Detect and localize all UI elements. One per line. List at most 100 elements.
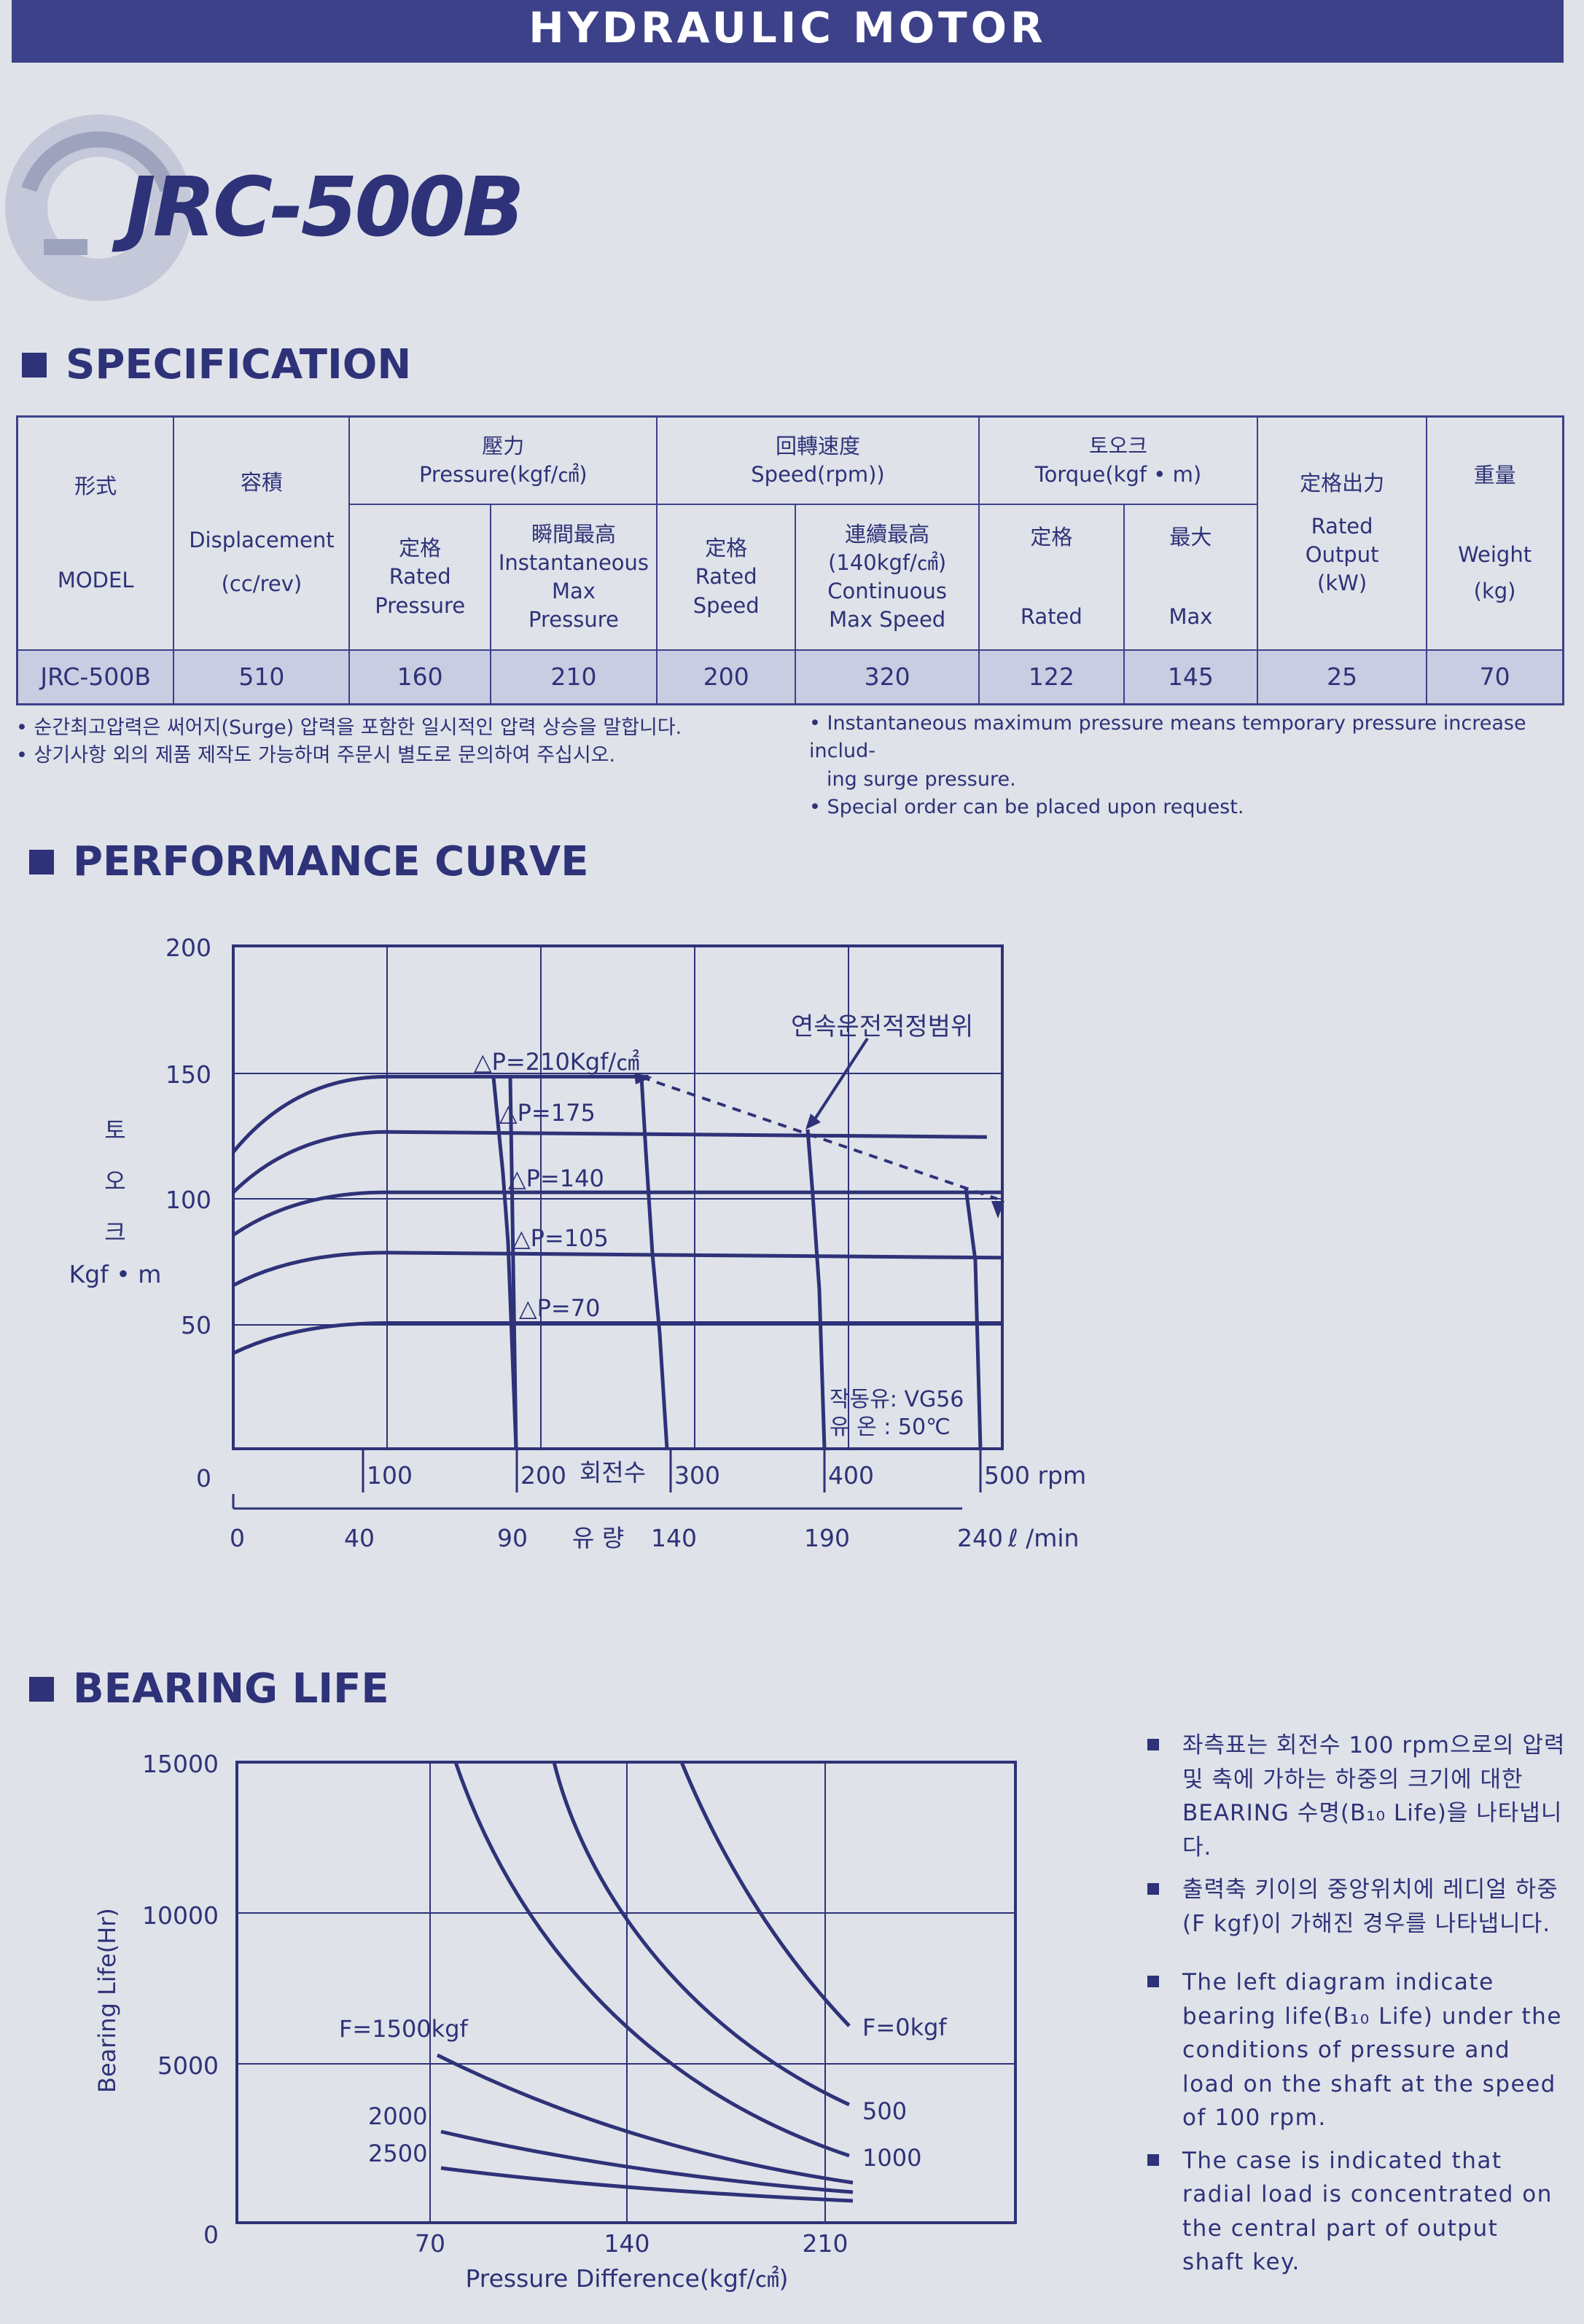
bearing-note: The left diagram indicate bearing life(B… bbox=[1144, 1965, 1567, 2135]
bullet-square-icon bbox=[22, 352, 47, 377]
curve-f500 bbox=[552, 1761, 851, 2107]
rpm-tick: 100 bbox=[367, 1461, 413, 1490]
header-continuous-speed: 連續最高 (140kgf/㎠) Continuous Max Speed bbox=[795, 504, 980, 651]
curve-label: 1000 bbox=[862, 2144, 921, 2172]
x-tick: 210 bbox=[803, 2229, 848, 2258]
cell-rated-speed: 200 bbox=[656, 649, 797, 705]
bearing-note: 좌측표는 회전수 100 rpm으로의 압력 및 축에 가하는 하중의 크기에 … bbox=[1144, 1729, 1567, 1864]
curve-label: 2000 bbox=[368, 2102, 427, 2130]
bearing-curves bbox=[436, 1761, 854, 2203]
notes-korean: • 순간최고압력은 써어지(Surge) 압력을 포함한 일시적인 압력 상승을… bbox=[16, 714, 682, 770]
cell-displacement: 510 bbox=[173, 649, 351, 705]
bullet-square-icon bbox=[29, 1676, 54, 1702]
series-line-2 bbox=[232, 1190, 1002, 1237]
curve-label: △P=70 bbox=[519, 1294, 600, 1322]
header-weight: 重量 Weight (kg) bbox=[1426, 415, 1564, 651]
series-line-0 bbox=[232, 1074, 649, 1154]
cell-inst-pressure: 210 bbox=[489, 649, 658, 705]
y-label: Bearing Life(Hr) bbox=[93, 1908, 121, 2093]
note-line: • Instantaneous maximum pressure means t… bbox=[809, 712, 1526, 763]
flow-tick: 190 bbox=[804, 1524, 850, 1552]
header-displacement: 容積 Displacement (cc/rev) bbox=[173, 415, 351, 651]
rpm-label: 회전수 bbox=[580, 1458, 646, 1487]
model-title: JRC-500B bbox=[125, 160, 525, 255]
y-tick: 15000 bbox=[142, 1750, 219, 1778]
header-rated-torque: 定格 Rated bbox=[978, 504, 1125, 651]
x-tick: 140 bbox=[604, 2229, 650, 2258]
y-tick: 5000 bbox=[157, 2051, 219, 2080]
brand-logo-icon bbox=[5, 114, 192, 301]
cell-output: 25 bbox=[1257, 649, 1428, 705]
curve-f1500 bbox=[436, 2053, 854, 2185]
curve-label: △P=105 bbox=[512, 1224, 609, 1252]
rpm-tick: 300 bbox=[674, 1461, 720, 1490]
x-label: Pressure Difference(kgf/㎠) bbox=[465, 2264, 788, 2293]
series-line-4 bbox=[232, 1321, 1002, 1355]
curve-f0 bbox=[679, 1761, 851, 2027]
y-label-char: 크 bbox=[104, 1218, 125, 1246]
section-title-text: BEARING LIFE bbox=[73, 1665, 389, 1713]
cell-rated-torque: 122 bbox=[978, 649, 1125, 705]
bullet-square-icon bbox=[29, 849, 54, 875]
rpm-tick: 400 bbox=[828, 1461, 874, 1490]
cell-cont-speed: 320 bbox=[795, 649, 980, 705]
y-tick: 100 bbox=[165, 1186, 211, 1214]
curve-label: △P=140 bbox=[508, 1165, 604, 1192]
cell-rated-pressure: 160 bbox=[348, 649, 491, 705]
section-title-text: SPECIFICATION bbox=[66, 341, 412, 388]
curve-label: F=1500kgf bbox=[339, 2015, 469, 2043]
oil-label: 작동유: VG56 bbox=[830, 1387, 964, 1412]
y-tick: 50 bbox=[181, 1311, 211, 1339]
bearing-notes: 좌측표는 회전수 100 rpm으로의 압력 및 축에 가하는 하중의 크기에 … bbox=[1144, 1729, 1567, 2288]
curve-label: F=0kgf bbox=[862, 2014, 947, 2041]
y-label-char: 오 bbox=[104, 1167, 125, 1195]
note-line: • 상기사항 외의 제품 제작도 가능하며 주문시 별도로 문의하여 주십시오. bbox=[16, 744, 616, 767]
y-label-char: 토 bbox=[104, 1116, 125, 1144]
header-model: 形式 MODEL bbox=[16, 415, 175, 651]
flow-tick: 140 bbox=[651, 1524, 697, 1552]
section-title-specification: SPECIFICATION bbox=[22, 341, 411, 388]
y-tick: 150 bbox=[165, 1060, 211, 1089]
table-row: JRC-500B 510 160 210 200 320 122 145 25 … bbox=[16, 649, 1564, 705]
annotation-arrow-icon bbox=[805, 1114, 821, 1130]
header-pressure: 壓力 Pressure(kgf/㎠) bbox=[348, 415, 658, 505]
header-rated-pressure: 定格 Rated Pressure bbox=[348, 504, 491, 651]
plot-frame bbox=[232, 944, 1004, 1450]
flow-tick: 0 bbox=[230, 1524, 245, 1552]
curve-label: 2500 bbox=[368, 2140, 427, 2167]
note-line: • Special order can be placed upon reque… bbox=[809, 795, 1244, 818]
section-title-text: PERFORMANCE CURVE bbox=[73, 838, 589, 885]
series-line-3 bbox=[232, 1251, 1003, 1287]
note-line: • 순간최고압력은 써어지(Surge) 압력을 포함한 일시적인 압력 상승을… bbox=[16, 716, 682, 739]
cell-max-torque: 145 bbox=[1123, 649, 1259, 705]
speed-limit-lines bbox=[491, 1076, 983, 1449]
annotation-label: 연속운전적정범위 bbox=[791, 1012, 973, 1041]
continuous-range-line bbox=[641, 1076, 998, 1200]
section-title-bearing: BEARING LIFE bbox=[29, 1665, 389, 1713]
bearing-note: 출력축 키이의 중앙위치에 레디얼 하중(F kgf)이 가해진 경우를 나타냅… bbox=[1144, 1873, 1567, 1941]
temp-label: 유 온 : 50℃ bbox=[830, 1415, 951, 1440]
flow-tick: 40 bbox=[344, 1524, 375, 1552]
performance-chart: 200 150 100 50 0 토 오 크 Kgf • m 100 200 회… bbox=[69, 934, 1087, 1552]
bearing-note: The case is indicated that radial load i… bbox=[1144, 2144, 1567, 2280]
flow-tick: 90 bbox=[497, 1524, 528, 1552]
note-line: ing surge pressure. bbox=[827, 767, 1016, 791]
curve-f1000 bbox=[453, 1761, 850, 2158]
flow-unit: ℓ /min bbox=[1007, 1524, 1079, 1552]
header-instantaneous-pressure: 瞬間最高 Instantaneous Max Pressure bbox=[489, 504, 658, 651]
y-tick: 200 bbox=[165, 934, 211, 962]
arrow-head-icon bbox=[991, 1201, 1004, 1218]
section-title-performance: PERFORMANCE CURVE bbox=[29, 838, 588, 885]
curve-label: 500 bbox=[862, 2097, 907, 2125]
curve-label: △P=210Kgf/㎠ bbox=[474, 1048, 639, 1076]
flow-tick: 240 bbox=[957, 1524, 1003, 1552]
header-max-torque: 最大 Max bbox=[1123, 504, 1259, 651]
cell-weight: 70 bbox=[1426, 649, 1564, 705]
header-output: 定格出力 Rated Output (kW) bbox=[1257, 415, 1428, 651]
y-tick: 0 bbox=[196, 1464, 211, 1492]
rpm-tick: 200 bbox=[520, 1461, 566, 1490]
bearing-life-chart: Bearing Life(Hr) 15000 10000 5000 0 70 1… bbox=[93, 1750, 1017, 2293]
header-speed: 回轉速度 Speed(rpm)) bbox=[656, 415, 980, 505]
series-line-1 bbox=[232, 1130, 987, 1194]
cell-model: JRC-500B bbox=[16, 649, 175, 705]
